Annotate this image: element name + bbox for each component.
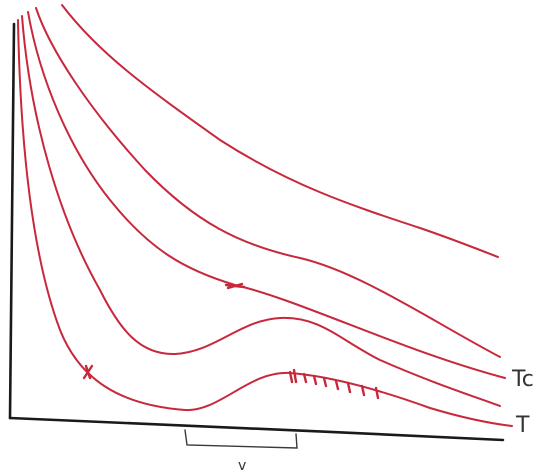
isotherm-curve-critical bbox=[27, 11, 506, 379]
endpoint-mark-left bbox=[82, 364, 94, 380]
critical-point-mark bbox=[224, 282, 246, 290]
volume-bracket bbox=[184, 429, 298, 449]
isotherm-curve-2 bbox=[35, 7, 501, 358]
critical-isotherm-label: Tc bbox=[511, 367, 534, 392]
isotherm-curve-1 bbox=[61, 4, 499, 258]
bracket-label: v bbox=[238, 458, 246, 474]
endpoint-mark-right bbox=[288, 368, 298, 384]
lowest-isotherm-label: T bbox=[515, 413, 530, 438]
y-axis bbox=[8, 22, 16, 420]
isotherm-curve-lowest bbox=[17, 19, 513, 427]
coexistence-hatch-marks bbox=[302, 372, 380, 400]
x-axis bbox=[8, 416, 505, 442]
isotherm-curve-4 bbox=[21, 15, 501, 407]
